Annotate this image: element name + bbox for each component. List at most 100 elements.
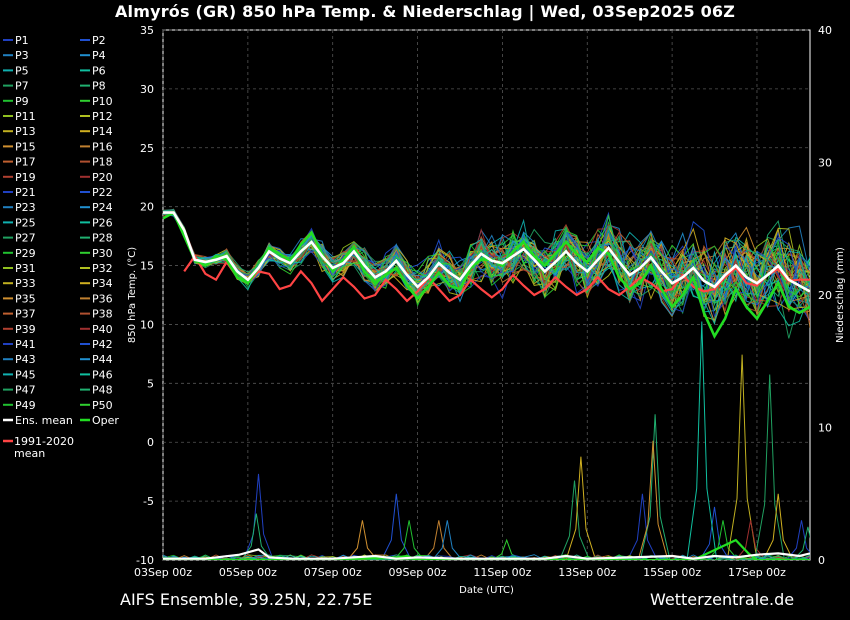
legend-label-p12: P12: [92, 110, 113, 123]
member-precip-peak: [686, 321, 718, 560]
ens-mean-line: [163, 211, 810, 293]
legend-label-p23: P23: [15, 201, 36, 214]
legend-label-p34: P34: [92, 277, 113, 290]
y-tick-label: -10: [136, 554, 154, 567]
member-precip-peak: [393, 520, 425, 560]
x-axis-label: Date (UTC): [459, 585, 514, 596]
y-tick-label: 25: [140, 142, 154, 155]
y2-tick-label: 0: [818, 554, 825, 567]
legend-label-p36: P36: [92, 292, 113, 305]
member-precip-peak: [762, 493, 794, 560]
legend-label-p32: P32: [92, 262, 113, 275]
legend-label-p39: P39: [15, 323, 36, 336]
legend-label-p22: P22: [92, 186, 113, 199]
member-precip-peak: [491, 538, 522, 560]
y2-axis-label: Niederschlag (mm): [835, 247, 846, 343]
y2-tick-label: 40: [818, 24, 832, 37]
legend-label-ens-mean: Ens. mean: [15, 414, 73, 427]
member-precip-peak: [735, 520, 766, 560]
legend-label-p10: P10: [92, 95, 113, 108]
legend-label-p17: P17: [15, 156, 36, 169]
legend-label-p46: P46: [92, 368, 113, 381]
oper-line: [163, 210, 810, 339]
x-tick-label: 07Sep 00z: [304, 566, 362, 579]
model-info: AIFS Ensemble, 39.25N, 22.75E: [120, 590, 373, 609]
y-axis-label: 850 hPa Temp. (°C): [127, 247, 138, 343]
legend-label-p20: P20: [92, 171, 113, 184]
legend-label-p30: P30: [92, 247, 113, 260]
legend-label-climate-mean: mean: [14, 447, 45, 460]
chart-title: Almyrós (GR) 850 hPa Temp. & Niederschla…: [114, 2, 736, 21]
y2-tick-label: 10: [818, 422, 832, 435]
legend-label-p14: P14: [92, 125, 113, 138]
member-precip-peak: [699, 506, 730, 560]
member-precip-peak: [559, 480, 590, 560]
legend-label-p42: P42: [92, 338, 113, 351]
member-line-p40: [163, 211, 810, 300]
legend-label-p8: P8: [92, 80, 106, 93]
x-tick-label: 13Sep 00z: [558, 566, 616, 579]
legend-label-p33: P33: [15, 277, 36, 290]
ens-mean-precip-line: [163, 548, 810, 560]
x-tick-label: 03Sep 00z: [134, 566, 192, 579]
y2-tick-label: 30: [818, 157, 832, 170]
legend-label-p41: P41: [15, 338, 36, 351]
legend-label-p26: P26: [92, 216, 113, 229]
site-credit: Wetterzentrale.de: [650, 590, 795, 609]
y-tick-label: 30: [140, 83, 154, 96]
legend-label-p16: P16: [92, 140, 113, 153]
legend-label-climate: 1991-2020: [14, 435, 74, 448]
member-precip-peak: [639, 414, 671, 560]
member-precip-peak: [726, 354, 758, 560]
legend-label-p6: P6: [92, 64, 106, 77]
member-precip-peak: [627, 493, 658, 560]
x-tick-label: 09Sep 00z: [389, 566, 447, 579]
legend-label-p50: P50: [92, 399, 113, 412]
legend-label-p5: P5: [15, 64, 29, 77]
y-tick-label: 20: [140, 201, 154, 214]
legend-label-p1: P1: [15, 34, 29, 47]
legend-label-p13: P13: [15, 125, 36, 138]
legend-label-p37: P37: [15, 308, 36, 321]
legend-label-p31: P31: [15, 262, 36, 275]
legend-label-p28: P28: [92, 232, 113, 245]
legend-label-p38: P38: [92, 308, 113, 321]
member-precip-peak: [243, 473, 274, 560]
member-precip-peak: [792, 526, 810, 560]
member-precip-peak: [423, 520, 454, 560]
member-precip-peak: [347, 520, 378, 560]
member-precip-peak: [637, 440, 669, 560]
legend-label-p15: P15: [15, 140, 36, 153]
legend-label-p29: P29: [15, 247, 36, 260]
x-tick-label: 05Sep 00z: [219, 566, 277, 579]
y-tick-label: 10: [140, 318, 154, 331]
legend-label-p19: P19: [15, 171, 36, 184]
plot-area: [163, 208, 810, 560]
member-precip-peak: [707, 520, 739, 560]
legend-label-p24: P24: [92, 201, 113, 214]
legend-label-p43: P43: [15, 353, 36, 366]
climate-mean-line: [183, 254, 810, 303]
y-tick-label: 5: [147, 377, 154, 390]
legend-label-p49: P49: [15, 399, 36, 412]
legend-label-p45: P45: [15, 368, 36, 381]
legend-label-p9: P9: [15, 95, 29, 108]
legend-label-p44: P44: [92, 353, 113, 366]
y-tick-label: 15: [140, 260, 154, 273]
member-precip-peak: [565, 456, 597, 560]
y-tick-label: -5: [143, 495, 154, 508]
member-precip-peak: [432, 520, 463, 560]
legend-label-p7: P7: [15, 80, 29, 93]
legend-label-p2: P2: [92, 34, 106, 47]
y-tick-label: 35: [140, 24, 154, 37]
member-precip-peak: [241, 513, 272, 560]
member-precip-peak: [786, 520, 810, 560]
legend-label-p40: P40: [92, 323, 113, 336]
legend-label-p47: P47: [15, 384, 36, 397]
x-tick-label: 17Sep 00z: [728, 566, 786, 579]
legend-label-p11: P11: [15, 110, 36, 123]
legend-label-p48: P48: [92, 384, 113, 397]
legend-label-p27: P27: [15, 232, 36, 245]
legend-label-p35: P35: [15, 292, 36, 305]
